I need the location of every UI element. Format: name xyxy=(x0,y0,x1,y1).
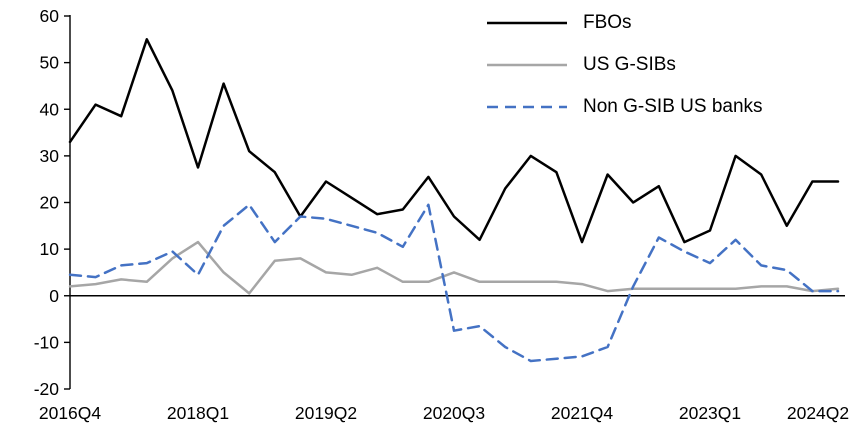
y-axis-label: 50 xyxy=(40,53,60,73)
series-line-non-g-sib-us-banks xyxy=(68,203,840,363)
y-axis-label: 30 xyxy=(40,146,60,166)
x-axis-label: 2023Q1 xyxy=(679,403,741,423)
x-axis-label: 2020Q3 xyxy=(423,403,485,423)
legend-line-non-gsib-icon xyxy=(487,105,567,109)
legend-item-non-gsib-us-banks: Non G-SIB US banks xyxy=(487,94,763,120)
legend-line-us-gsibs-icon xyxy=(487,63,567,67)
legend-item-us-gsibs: US G-SIBs xyxy=(487,52,763,78)
x-axis-label: 2016Q4 xyxy=(39,403,102,423)
y-axis-label: 0 xyxy=(49,286,59,306)
legend-item-fbos: FBOs xyxy=(487,10,763,36)
y-axis-label: 20 xyxy=(40,193,60,213)
legend-label-fbos: FBOs xyxy=(583,12,632,33)
y-axis-label: 60 xyxy=(40,6,60,26)
x-axis-label: 2019Q2 xyxy=(295,403,357,423)
y-axis-label: 40 xyxy=(40,99,60,119)
y-axis-label: -10 xyxy=(34,332,60,352)
x-axis-label: 2018Q1 xyxy=(167,403,229,423)
legend-label-non-gsib: Non G-SIB US banks xyxy=(583,96,763,117)
legend: FBOs US G-SIBs Non G-SIB US banks xyxy=(487,10,763,120)
x-axis-label: 2021Q4 xyxy=(551,403,614,423)
series-line-fbos xyxy=(68,38,840,244)
legend-label-us-gsibs: US G-SIBs xyxy=(583,54,676,75)
series-line-us-g-sibs xyxy=(68,240,840,295)
y-axis-label: 10 xyxy=(40,239,60,259)
x-axis-label: 2024Q2 xyxy=(787,403,849,423)
legend-line-fbos-icon xyxy=(487,21,567,25)
y-axis-label: -20 xyxy=(34,379,60,399)
